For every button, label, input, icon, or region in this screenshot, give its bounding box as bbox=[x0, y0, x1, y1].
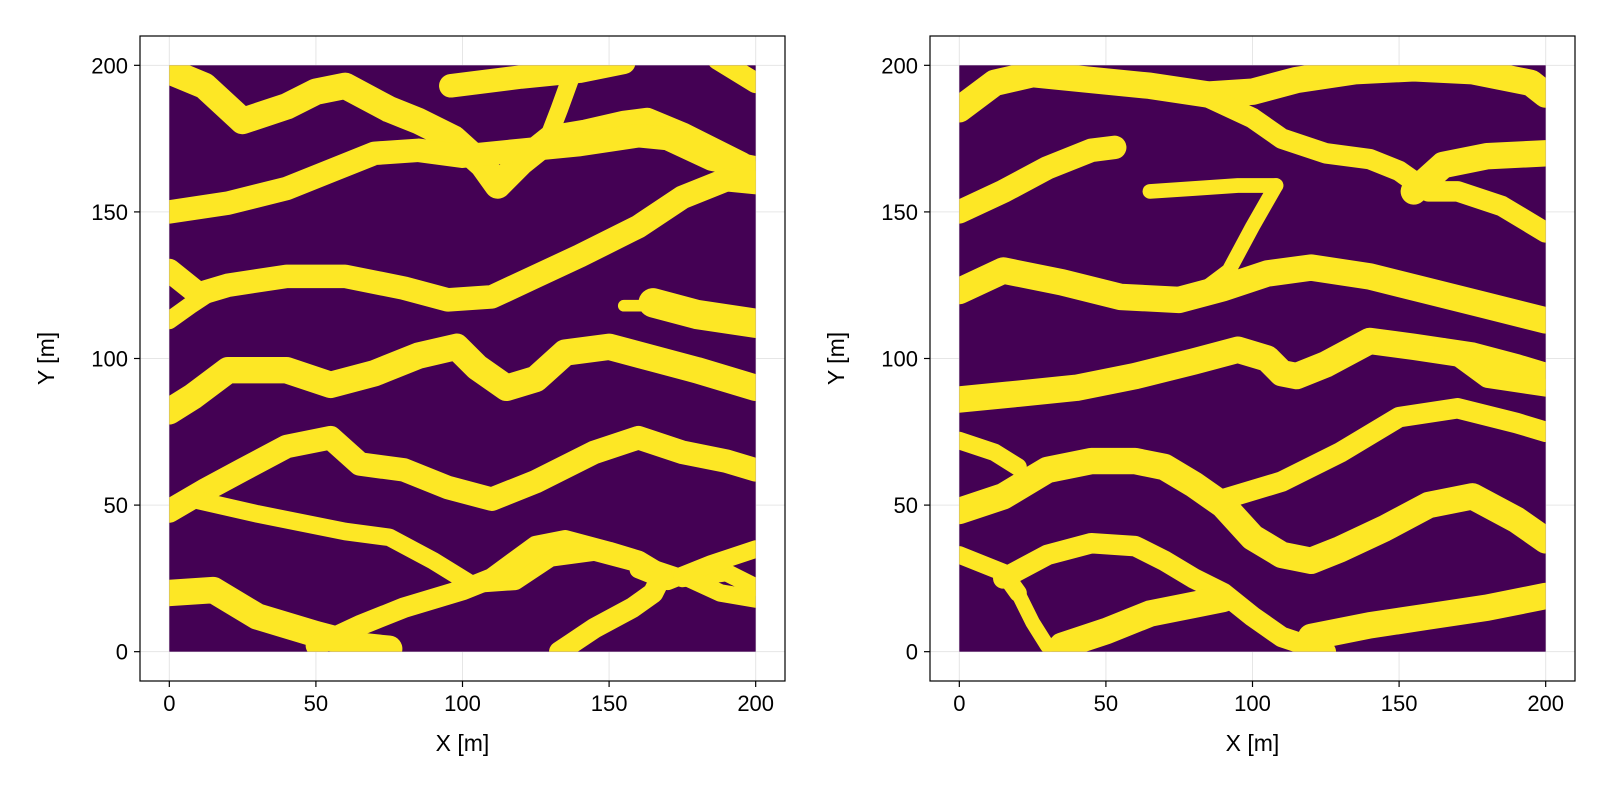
x-tick-label: 0 bbox=[163, 691, 175, 716]
left-panel: 0 50 100 150 200 0 50 100 150 200 X [m] Y [m] bbox=[33, 35, 786, 756]
x-tick-label: 0 bbox=[953, 691, 965, 716]
y-tick-label: 0 bbox=[906, 640, 918, 665]
channel-13 bbox=[305, 530, 678, 652]
channel-2 bbox=[439, 65, 636, 98]
channel-10 bbox=[169, 425, 756, 523]
x-axis-label: X [m] bbox=[1226, 730, 1280, 756]
channel-13 bbox=[993, 532, 1337, 652]
y-tick-label: 200 bbox=[91, 53, 128, 78]
channel-1 bbox=[169, 123, 756, 224]
channel-7 bbox=[638, 288, 756, 338]
channel-6 bbox=[959, 254, 1546, 334]
channel-1 bbox=[1198, 87, 1546, 243]
y-tick-label: 50 bbox=[894, 493, 918, 518]
channel-16 bbox=[673, 566, 756, 608]
channel-3 bbox=[959, 135, 1127, 224]
x-tick-label: 150 bbox=[1381, 691, 1418, 716]
channel-6 bbox=[169, 285, 217, 330]
channel-0 bbox=[959, 65, 1546, 123]
channel-14 bbox=[1010, 585, 1055, 652]
x-tick-label: 50 bbox=[1094, 691, 1118, 716]
y-tick-label: 50 bbox=[104, 493, 128, 518]
channel-15 bbox=[549, 565, 673, 652]
y-tick-label: 200 bbox=[881, 53, 918, 78]
x-tick-label: 100 bbox=[444, 691, 481, 716]
channel-15 bbox=[1048, 585, 1237, 652]
y-tick-label: 150 bbox=[91, 200, 128, 225]
y-axis-label: Y [m] bbox=[33, 332, 59, 385]
channel-4 bbox=[1142, 178, 1284, 199]
x-tick-label: 100 bbox=[1234, 691, 1271, 716]
channel-layer bbox=[169, 65, 756, 652]
x-tick-label: 200 bbox=[737, 691, 774, 716]
y-tick-label: 100 bbox=[881, 347, 918, 372]
channel-9 bbox=[959, 447, 1546, 574]
right-panel: 0 50 100 150 200 0 50 100 150 200 X [m] Y [m] bbox=[823, 35, 1576, 756]
y-axis-label: Y [m] bbox=[823, 332, 849, 385]
channel-9 bbox=[169, 333, 756, 425]
channel-3 bbox=[512, 68, 580, 171]
channel-10 bbox=[1212, 398, 1546, 510]
channel-5 bbox=[169, 167, 756, 312]
channel-layer bbox=[959, 65, 1546, 652]
channel-8 bbox=[1434, 338, 1546, 397]
y-tick-label: 100 bbox=[91, 347, 128, 372]
channel-2 bbox=[1400, 140, 1546, 205]
x-tick-label: 150 bbox=[591, 691, 628, 716]
channel-16 bbox=[1297, 582, 1546, 651]
channel-12 bbox=[169, 576, 403, 652]
channel-11 bbox=[959, 431, 1027, 476]
x-tick-label: 50 bbox=[304, 691, 328, 716]
x-axis-label: X [m] bbox=[436, 730, 490, 756]
x-tick-label: 200 bbox=[1527, 691, 1564, 716]
y-tick-label: 0 bbox=[116, 640, 128, 665]
channel-4 bbox=[709, 65, 756, 94]
y-tick-label: 150 bbox=[881, 200, 918, 225]
